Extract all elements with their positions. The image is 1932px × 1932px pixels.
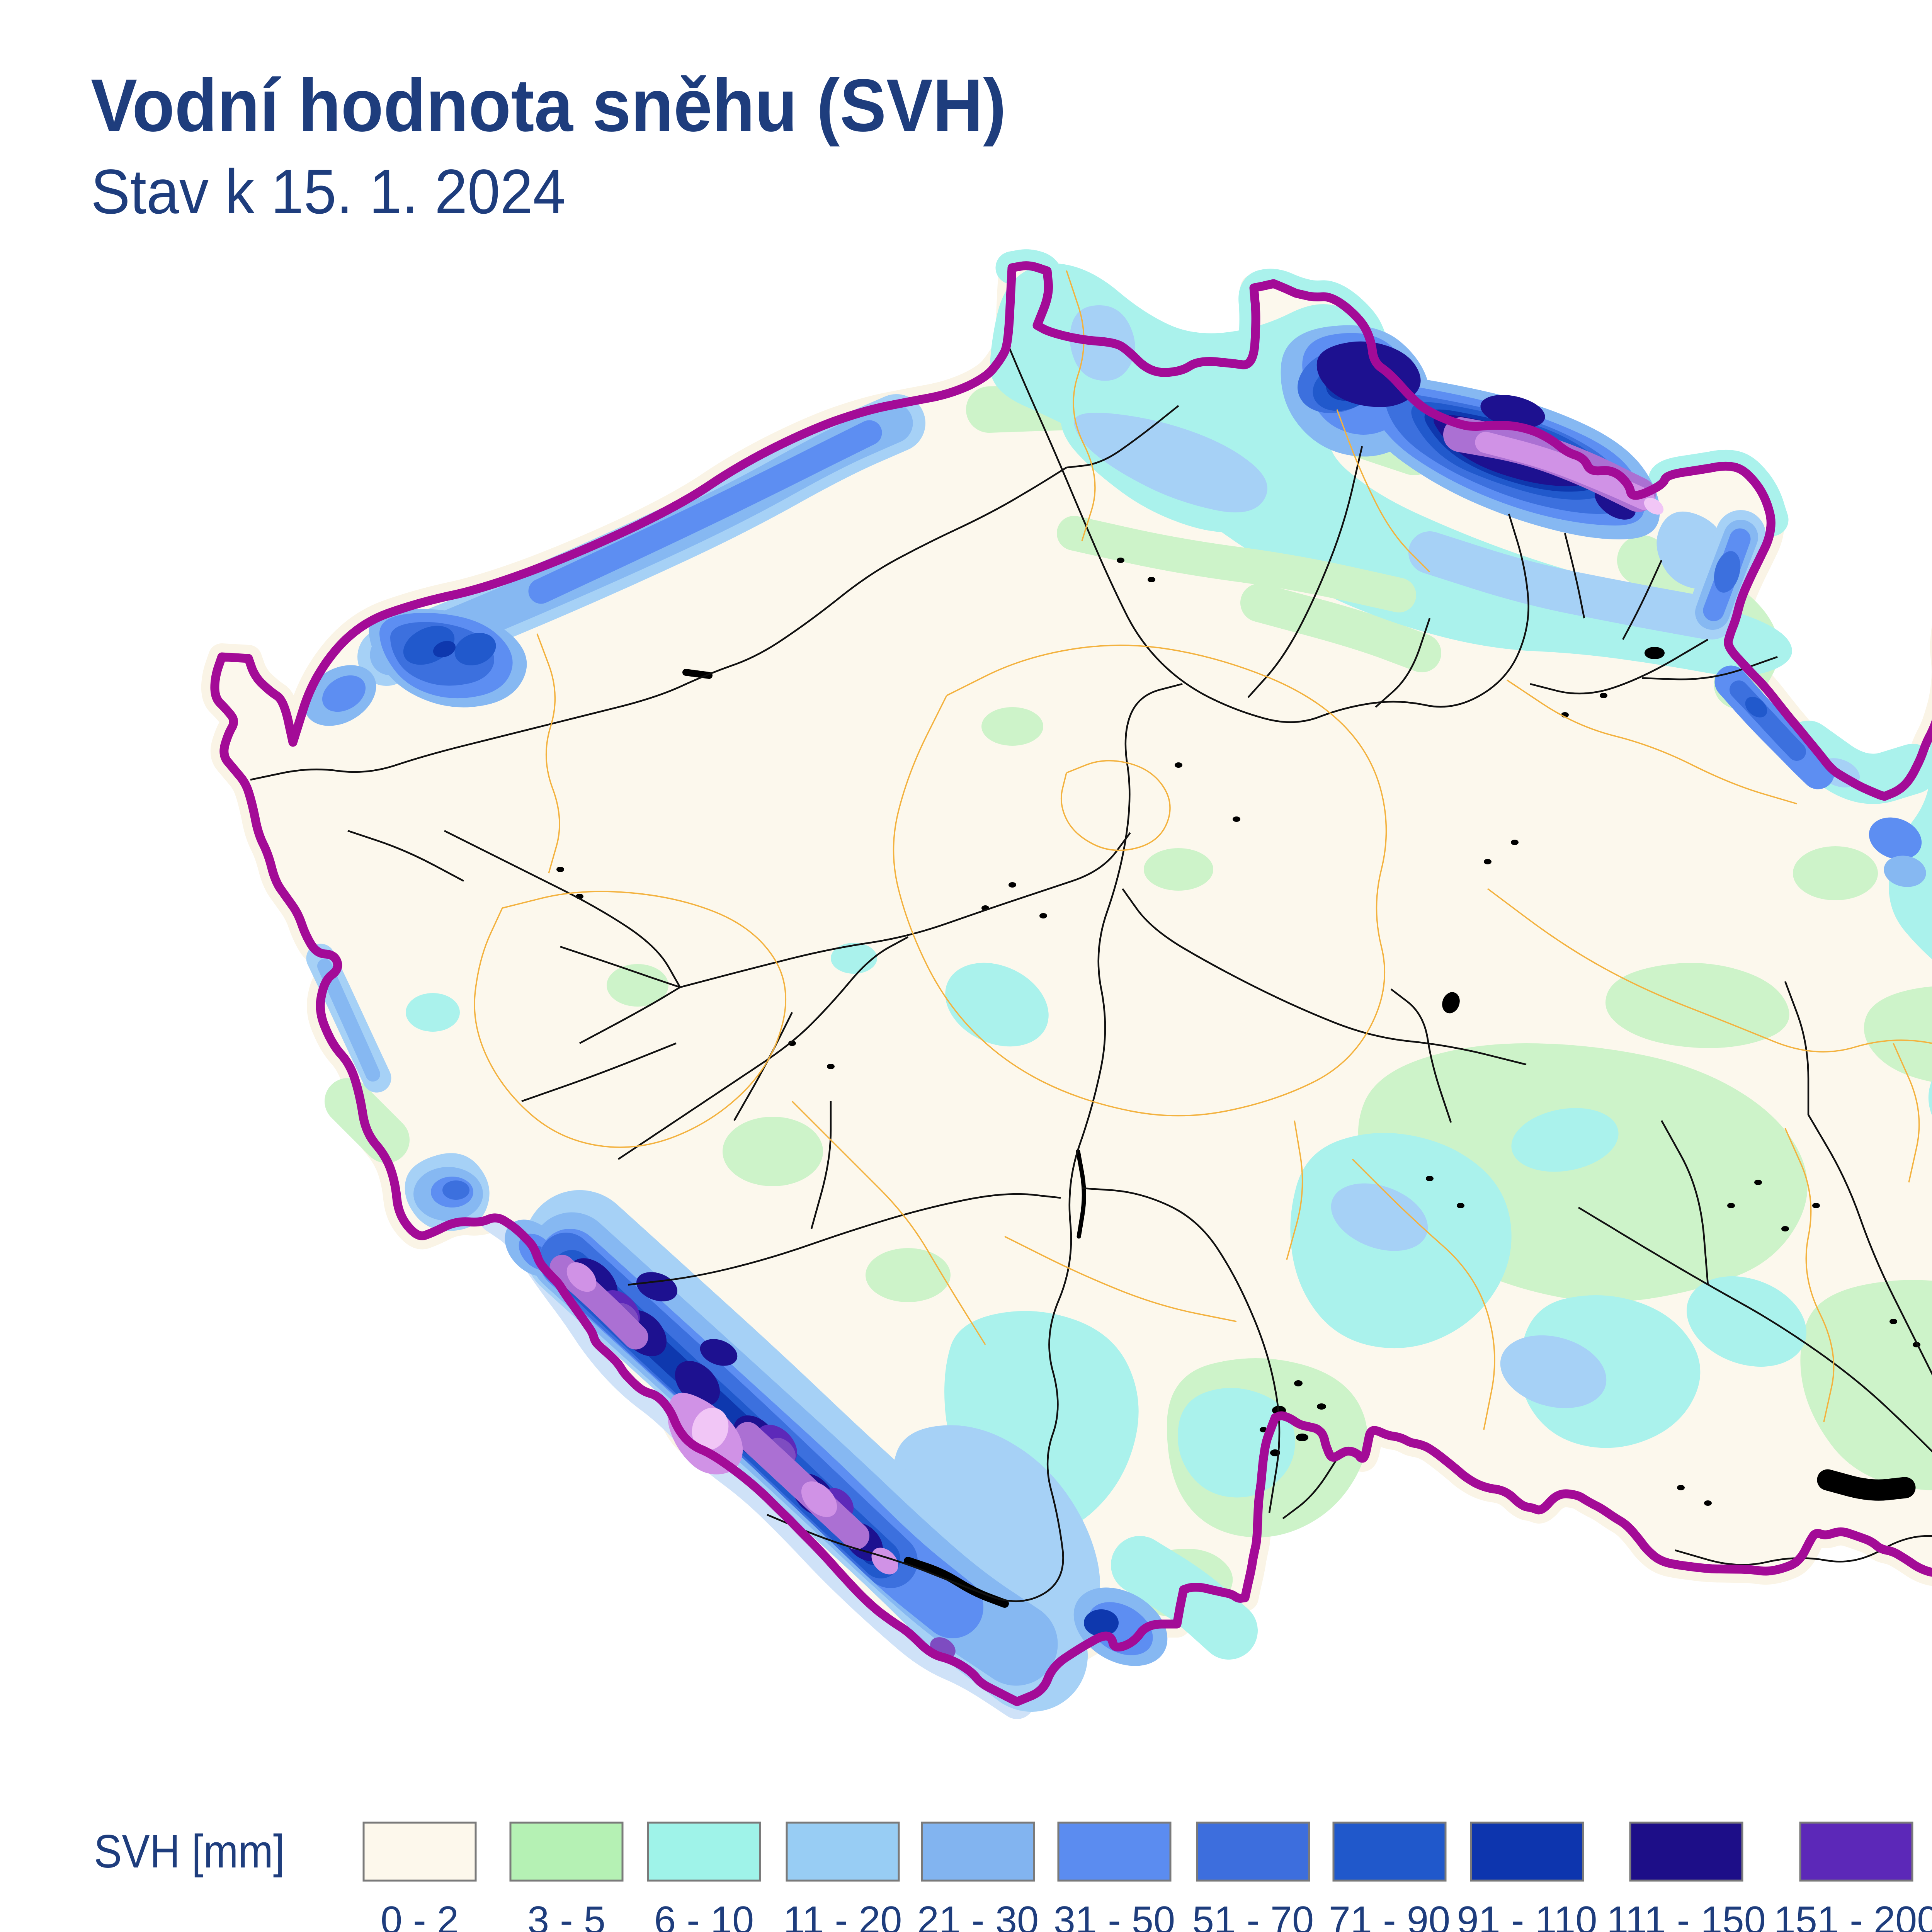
svg-text:51 - 70: 51 - 70 [1192, 1899, 1314, 1932]
svg-text:11 - 20: 11 - 20 [784, 1899, 902, 1932]
svg-text:111 - 150: 111 - 150 [1607, 1899, 1766, 1932]
svg-text:71 - 90: 71 - 90 [1329, 1899, 1450, 1932]
svg-text:3 - 5: 3 - 5 [527, 1899, 605, 1932]
svg-text:21 - 30: 21 - 30 [917, 1899, 1039, 1932]
svg-text:SVH [mm]: SVH [mm] [94, 1825, 285, 1878]
svg-text:Vodní hodnota sněhu (SVH): Vodní hodnota sněhu (SVH) [91, 63, 1006, 147]
svg-text:6 - 10: 6 - 10 [654, 1899, 754, 1932]
svg-text:31 - 50: 31 - 50 [1054, 1899, 1175, 1932]
svg-text:0 - 2: 0 - 2 [381, 1899, 459, 1932]
svg-text:Stav k 15. 1. 2024: Stav k 15. 1. 2024 [91, 156, 566, 227]
svg-text:151 - 200: 151 - 200 [1774, 1899, 1932, 1932]
svg-text:91 - 110: 91 - 110 [1457, 1899, 1597, 1932]
